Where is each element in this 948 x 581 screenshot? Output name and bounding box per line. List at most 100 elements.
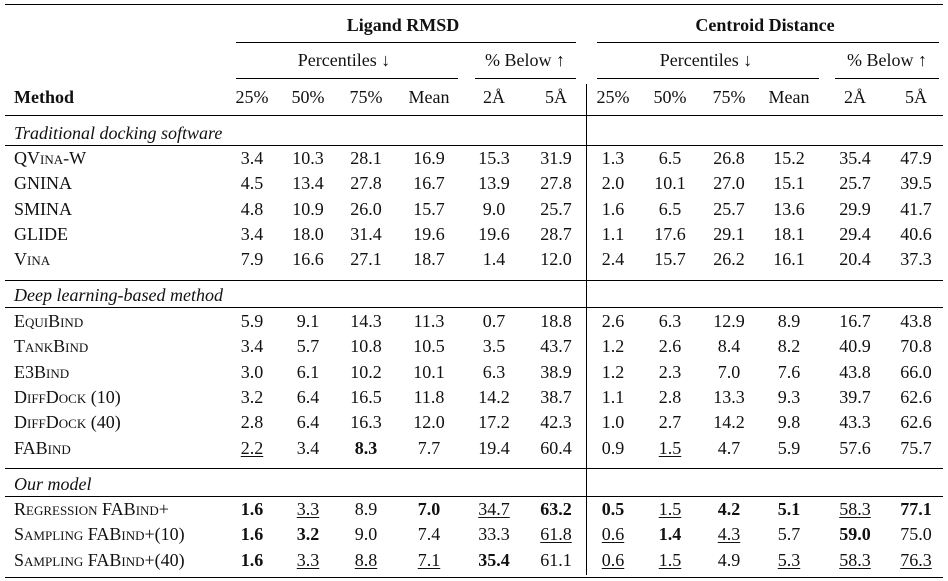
- table-cell: 37.3: [900, 249, 932, 270]
- table-cell: 15.1: [773, 173, 805, 194]
- table-cell: 5.3: [777, 549, 801, 570]
- table-cell: 15.7: [654, 249, 686, 270]
- header-midrule: [5, 115, 943, 116]
- table-cell: 39.5: [900, 173, 932, 194]
- table-cell: 75.7: [900, 437, 932, 458]
- method-name: QVina-W: [14, 148, 87, 168]
- table-cell: 5.1: [777, 499, 801, 519]
- table-cell: 16.5: [350, 386, 382, 407]
- header-below-1: % Below ↑: [485, 50, 565, 70]
- table-cell: 1.6: [240, 499, 264, 519]
- table-cell: 16.6: [292, 249, 324, 270]
- method-name: GNINA: [14, 173, 72, 194]
- column-header: 75%: [712, 87, 746, 107]
- table-cell: 60.4: [540, 437, 572, 458]
- table-cell: 1.4: [658, 524, 682, 545]
- table-cell: 5.7: [777, 524, 801, 545]
- table-cell: 35.4: [839, 148, 871, 168]
- header-below-2: % Below ↑: [847, 50, 927, 70]
- table-cell: 0.6: [601, 549, 625, 570]
- table-cell: 2.8: [658, 386, 682, 407]
- table-cell: 27.0: [713, 173, 745, 194]
- section-rule: [5, 468, 943, 469]
- sub-cmidrule-4: [835, 78, 939, 79]
- table-cell: 11.8: [413, 386, 445, 407]
- table-cell: 8.4: [717, 336, 741, 357]
- column-separator: [586, 84, 587, 575]
- table-cell: 38.9: [540, 361, 572, 382]
- sub-cmidrule-2: [475, 78, 576, 79]
- method-name: EquiBind: [14, 311, 84, 331]
- table-cell: 3.2: [240, 386, 264, 407]
- table-cell: 7.0: [417, 499, 441, 519]
- table-cell: 0.6: [601, 524, 625, 545]
- table-cell: 7.7: [417, 437, 441, 458]
- table-cell: 6.1: [296, 361, 320, 382]
- table-cell: 19.6: [413, 223, 445, 244]
- section-title: Our model: [14, 474, 92, 494]
- table-cell: 6.5: [658, 148, 682, 168]
- table-cell: 17.6: [654, 223, 686, 244]
- table-cell: 1.5: [658, 549, 682, 570]
- column-header: 5Å: [905, 87, 927, 107]
- method-name: GLIDE: [14, 223, 68, 244]
- table-cell: 14.3: [350, 311, 382, 331]
- table-cell: 27.8: [350, 173, 382, 194]
- table-cell: 0.7: [482, 311, 506, 331]
- table-cell: 61.8: [540, 524, 572, 545]
- table-cell: 3.4: [240, 336, 264, 357]
- table-cell: 40.9: [839, 336, 871, 357]
- table-cell: 2.6: [658, 336, 682, 357]
- top-rule: [5, 4, 943, 5]
- table-cell: 62.6: [900, 386, 932, 407]
- table-cell: 15.3: [478, 148, 510, 168]
- table-cell: 63.2: [540, 499, 572, 519]
- table-cell: 76.3: [900, 549, 932, 570]
- method-name: Sampling FABind+(40): [14, 549, 185, 570]
- table-cell: 25.7: [540, 198, 572, 219]
- column-header: 25%: [235, 87, 269, 107]
- table-cell: 16.1: [773, 249, 805, 270]
- table-cell: 1.4: [482, 249, 506, 270]
- method-name: Sampling FABind+(10): [14, 524, 185, 545]
- table-cell: 1.2: [601, 361, 625, 382]
- table-cell: 2.6: [601, 311, 625, 331]
- table-cell: 10.9: [292, 198, 324, 219]
- table-cell: 9.0: [482, 198, 506, 219]
- table-cell: 19.6: [478, 223, 510, 244]
- table-cell: 0.9: [601, 437, 625, 458]
- table-cell: 31.4: [350, 223, 382, 244]
- table-cell: 15.7: [413, 198, 445, 219]
- table-cell: 6.5: [658, 198, 682, 219]
- table-cell: 12.9: [713, 311, 745, 331]
- table-cell: 2.2: [240, 437, 264, 458]
- table-cell: 43.3: [839, 412, 871, 433]
- table-cell: 16.7: [839, 311, 871, 331]
- table-cell: 20.4: [839, 249, 871, 270]
- section-title: Traditional docking software: [14, 123, 223, 143]
- method-name: Vina: [14, 249, 51, 270]
- table-cell: 0.5: [601, 499, 625, 519]
- table-cell: 62.6: [900, 412, 932, 433]
- table-cell: 10.5: [413, 336, 445, 357]
- table-cell: 8.9: [354, 499, 378, 519]
- method-name: FABind: [14, 437, 71, 458]
- table-cell: 7.1: [417, 549, 441, 570]
- table-cell: 1.6: [601, 198, 625, 219]
- table-cell: 4.2: [717, 499, 741, 519]
- column-header: 25%: [596, 87, 630, 107]
- table-cell: 27.1: [350, 249, 382, 270]
- table-cell: 12.0: [413, 412, 445, 433]
- table-cell: 43.7: [540, 336, 572, 357]
- column-header: 75%: [349, 87, 383, 107]
- table-cell: 9.0: [354, 524, 378, 545]
- table-cell: 47.9: [900, 148, 932, 168]
- table-cell: 10.3: [292, 148, 324, 168]
- table-cell: 33.3: [478, 524, 510, 545]
- sub-cmidrule-1: [236, 78, 458, 79]
- table-cell: 3.4: [240, 148, 264, 168]
- table-cell: 5.7: [296, 336, 320, 357]
- table-cell: 59.0: [839, 524, 871, 545]
- table-cell: 14.2: [478, 386, 510, 407]
